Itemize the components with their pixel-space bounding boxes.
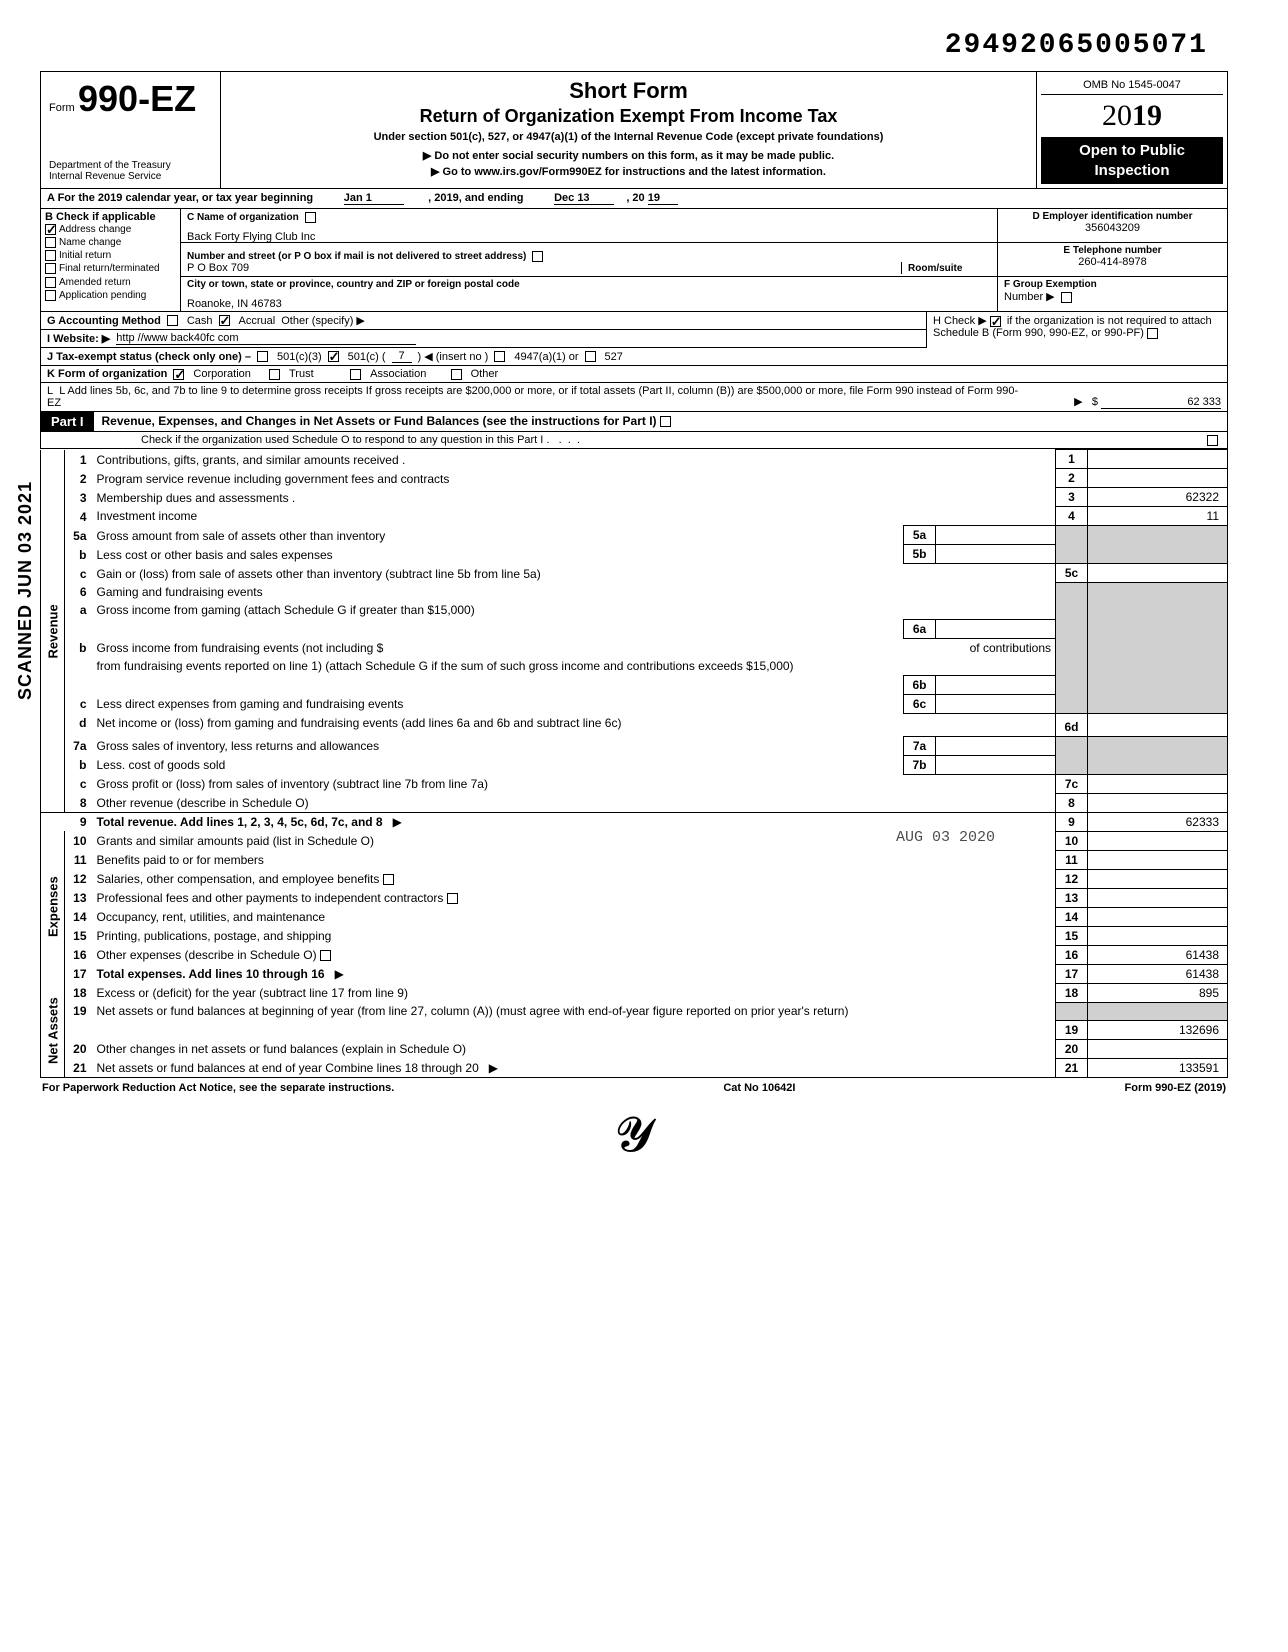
expenses-label: Expenses: [41, 831, 65, 983]
initial-return-checkbox[interactable]: [45, 250, 56, 261]
row-l: L L Add lines 5b, 6c, and 7b to line 9 t…: [40, 383, 1228, 412]
form-subtext: Under section 501(c), 527, or 4947(a)(1)…: [229, 131, 1028, 143]
irs-link-note: ▶ Go to www.irs.gov/Form990EZ for instru…: [229, 165, 1028, 178]
cash-checkbox[interactable]: [167, 315, 178, 326]
dept-treasury: Department of the Treasury: [49, 160, 212, 171]
527-checkbox[interactable]: [585, 351, 596, 362]
form-header: Form 990-EZ Department of the Treasury I…: [40, 71, 1228, 189]
org-name: Back Forty Flying Club Inc: [187, 231, 315, 243]
schedule-b-checkbox[interactable]: [990, 316, 1001, 327]
form-title: Short Form: [229, 78, 1028, 104]
received-stamp: AUG 03 2020: [896, 829, 995, 846]
amended-return-checkbox[interactable]: [45, 277, 56, 288]
form-subtitle: Return of Organization Exempt From Incom…: [229, 106, 1028, 127]
scanned-stamp: SCANNED JUN 03 2021: [15, 481, 36, 700]
form-prefix: Form: [49, 102, 75, 114]
org-info-section: B Check if applicable Address change Nam…: [40, 209, 1228, 311]
dept-irs: Internal Revenue Service: [49, 171, 212, 182]
address-change-checkbox[interactable]: [45, 224, 56, 235]
ssn-note: ▶ Do not enter social security numbers o…: [229, 149, 1028, 162]
501c-checkbox[interactable]: [328, 351, 339, 362]
final-return-checkbox[interactable]: [45, 263, 56, 274]
trust-checkbox[interactable]: [269, 369, 280, 380]
other-org-checkbox[interactable]: [451, 369, 462, 380]
omb-number: OMB No 1545-0047: [1041, 76, 1223, 95]
corp-checkbox[interactable]: [173, 369, 184, 380]
phone: 260-414-8978: [1004, 256, 1221, 268]
document-id: 29492065005071: [40, 30, 1228, 61]
ein: 356043209: [1004, 222, 1221, 234]
col-b-checkboxes: B Check if applicable Address change Nam…: [41, 209, 181, 311]
website: http //www back40fc com: [116, 332, 416, 345]
501c3-checkbox[interactable]: [257, 351, 268, 362]
accrual-checkbox[interactable]: [219, 315, 230, 326]
org-city: Roanoke, IN 46783: [187, 298, 282, 310]
tax-year: 2019: [1041, 95, 1223, 137]
pending-checkbox[interactable]: [45, 290, 56, 301]
revenue-label: Revenue: [41, 450, 65, 813]
part1-table: Revenue 1Contributions, gifts, grants, a…: [40, 449, 1228, 1078]
part-1-header: Part I Revenue, Expenses, and Changes in…: [40, 412, 1228, 432]
assoc-checkbox[interactable]: [350, 369, 361, 380]
signature-mark: 𝓨: [40, 1108, 1228, 1164]
4947-checkbox[interactable]: [494, 351, 505, 362]
row-a-tax-year: A For the 2019 calendar year, or tax yea…: [40, 189, 1228, 209]
page-footer: For Paperwork Reduction Act Notice, see …: [40, 1078, 1228, 1098]
open-public-badge: Open to Public Inspection: [1041, 137, 1223, 184]
org-street: P O Box 709: [187, 262, 893, 274]
name-change-checkbox[interactable]: [45, 237, 56, 248]
form-number: 990-EZ: [78, 78, 196, 119]
schedule-o-check: Check if the organization used Schedule …: [40, 432, 1228, 449]
net-assets-label: Net Assets: [41, 983, 65, 1077]
